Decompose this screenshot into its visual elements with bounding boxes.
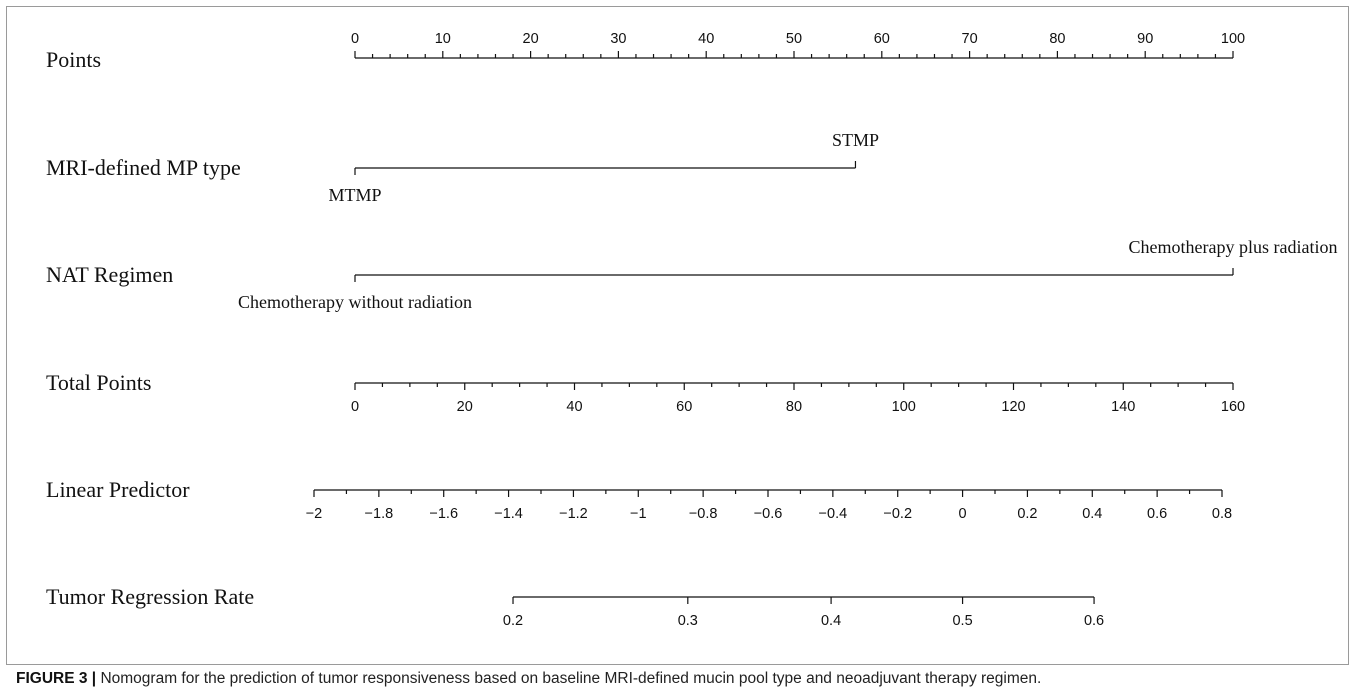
linear-predictor-tick-label: −0.6 [754, 506, 783, 522]
linear-predictor-tick-label: −1.4 [494, 506, 523, 522]
tumor-regression-rate-tick-label: 0.6 [1084, 613, 1104, 629]
linear-predictor-tick-label: 0.8 [1212, 506, 1232, 522]
linear-predictor-tick-label: −0.4 [819, 506, 848, 522]
points-tick-label: 90 [1137, 31, 1153, 47]
tumor-regression-rate-tick-label: 0.2 [503, 613, 523, 629]
points-tick-label: 70 [962, 31, 978, 47]
points-row-label: Points [46, 47, 101, 72]
tumor-regression-rate-tick-label: 0.4 [821, 613, 841, 629]
total-points-tick-label: 140 [1111, 399, 1135, 415]
linear-predictor-tick-label: −0.8 [689, 506, 718, 522]
points-tick-label: 50 [786, 31, 802, 47]
total-points-tick-label: 20 [457, 399, 473, 415]
figure-caption: FIGURE 3 | Nomogram for the prediction o… [16, 670, 1346, 688]
figure-frame [6, 6, 1349, 665]
nat-regimen-category-chemotherapy-without-radiation: Chemotherapy without radiation [238, 292, 472, 312]
total-points-tick-label: 40 [566, 399, 582, 415]
points-tick-label: 40 [698, 31, 714, 47]
linear-predictor-row-label: Linear Predictor [46, 477, 190, 502]
linear-predictor-tick-label: −1.6 [429, 506, 458, 522]
tumor-regression-rate-tick-label: 0.3 [678, 613, 698, 629]
total-points-tick-label: 100 [892, 399, 916, 415]
linear-predictor-tick-label: −1.8 [365, 506, 394, 522]
total-points-tick-label: 120 [1001, 399, 1025, 415]
mri-defined-mp-type-row-label: MRI-defined MP type [46, 155, 241, 180]
points-tick-label: 100 [1221, 31, 1245, 47]
linear-predictor-tick-label: 0.2 [1017, 506, 1037, 522]
mri-defined-mp-type-category-stmp: STMP [832, 130, 879, 150]
total-points-tick-label: 80 [786, 399, 802, 415]
linear-predictor-tick-label: −0.2 [883, 506, 912, 522]
points-tick-label: 30 [610, 31, 626, 47]
nat-regimen-row-label: NAT Regimen [46, 262, 173, 287]
points-tick-label: 10 [435, 31, 451, 47]
points-tick-label: 60 [874, 31, 890, 47]
points-tick-label: 20 [523, 31, 539, 47]
total-points-tick-label: 60 [676, 399, 692, 415]
total-points-tick-label: 0 [351, 399, 359, 415]
mri-defined-mp-type-category-mtmp: MTMP [328, 185, 381, 205]
tumor-regression-rate-tick-label: 0.5 [952, 613, 972, 629]
points-tick-label: 80 [1049, 31, 1065, 47]
linear-predictor-tick-label: −1 [630, 506, 647, 522]
total-points-tick-label: 160 [1221, 399, 1245, 415]
figure-id: FIGURE 3 | [16, 670, 97, 687]
linear-predictor-tick-label: −2 [306, 506, 323, 522]
nomogram-chart: Points 0 10 20 30 40 50 60 70 80 90 100 MRI-defined … [46, 31, 1338, 629]
linear-predictor-tick-label: 0.6 [1147, 506, 1167, 522]
linear-predictor-tick-label: 0 [959, 506, 967, 522]
caption-text: Nomogram for the prediction of tumor res… [96, 670, 1042, 687]
linear-predictor-tick-label: −1.2 [559, 506, 588, 522]
tumor-regression-rate-row-label: Tumor Regression Rate [46, 584, 254, 609]
linear-predictor-tick-label: 0.4 [1082, 506, 1102, 522]
points-tick-label: 0 [351, 31, 359, 47]
nat-regimen-category-chemotherapy-plus-radiation: Chemotherapy plus radiation [1129, 237, 1338, 257]
total-points-row-label: Total Points [46, 370, 151, 395]
